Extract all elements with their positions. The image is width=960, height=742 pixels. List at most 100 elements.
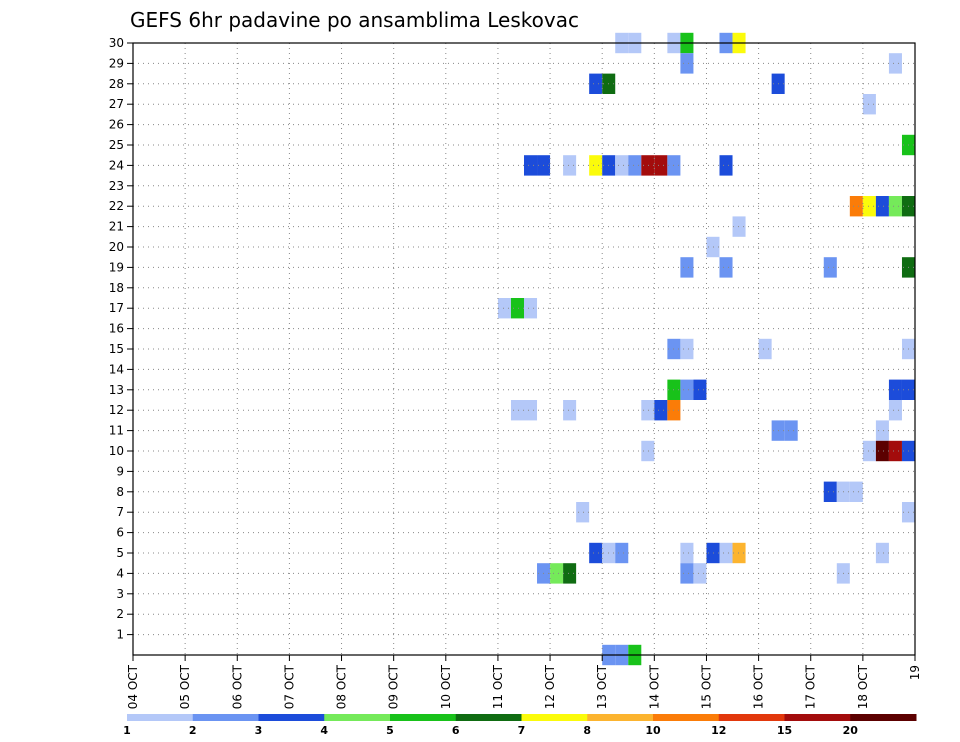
legend-color-swatch [718, 714, 785, 721]
heatmap-cell [589, 542, 603, 564]
heatmap-cell [680, 53, 694, 74]
legend-color-swatch [850, 714, 917, 721]
heatmap-cell [563, 563, 577, 584]
y-tick-label: 18 [109, 281, 124, 295]
legend-label: 1 [123, 724, 131, 737]
heatmap-cell [888, 440, 902, 462]
heatmap-cell [849, 196, 863, 217]
y-tick-label: 16 [109, 322, 124, 336]
x-tick-label: 18 OCT [856, 664, 870, 709]
y-tick-label: 22 [109, 199, 124, 213]
heatmap-cell [706, 542, 720, 564]
color-legend: 1 2 3 4 5 6 7 8 10 12 15 20 [123, 714, 917, 737]
heatmap-cell [875, 440, 889, 462]
legend-label: 15 [777, 724, 792, 737]
heatmap-cell [888, 196, 902, 217]
legend-color-swatch [192, 714, 259, 721]
y-tick-label: 2 [116, 607, 124, 621]
grid-lines [133, 42, 915, 655]
x-tick-label: 11 OCT [491, 664, 505, 709]
heatmap-cell [888, 379, 902, 400]
heatmap-cell [510, 400, 524, 421]
x-tick-label: 13 OCT [595, 664, 609, 709]
legend-color-swatch [127, 714, 194, 721]
heatmap-cell [615, 155, 629, 176]
y-tick-label: 5 [116, 546, 124, 560]
legend-color-swatch [784, 714, 851, 721]
heatmap-cell [680, 379, 694, 400]
heatmap-cell [550, 563, 564, 584]
y-tick-label: 12 [109, 403, 124, 417]
y-tick-label: 29 [109, 56, 124, 70]
heatmap-cell [758, 338, 772, 360]
heatmap-cell [497, 298, 511, 319]
legend-label: 7 [518, 724, 526, 737]
legend-label: 2 [189, 724, 197, 737]
heatmap-cell [719, 542, 733, 564]
y-tick-label: 11 [109, 424, 124, 438]
x-tick-label: 15 OCT [699, 664, 713, 709]
y-tick-label: 4 [116, 566, 124, 580]
heatmap-cell [680, 257, 694, 278]
x-tick-label: 06 OCT [230, 664, 244, 709]
heatmap-cell [823, 257, 837, 278]
y-tick-label: 3 [116, 587, 124, 601]
heatmap-cell [641, 155, 655, 176]
x-tick-label: 10 OCT [439, 664, 453, 709]
x-tick-label: 05 OCT [178, 664, 192, 709]
heatmap-cell [732, 542, 746, 564]
heatmap-cell [576, 502, 590, 523]
y-tick-label: 14 [109, 362, 124, 376]
x-tick-label: 16 OCT [752, 664, 766, 709]
heatmap-cell [719, 257, 733, 278]
legend-label: 8 [583, 724, 591, 737]
heatmap-cell [693, 379, 707, 400]
heatmap-cell [680, 338, 694, 360]
heatmap-cell [524, 155, 538, 176]
legend-label: 5 [386, 724, 394, 737]
x-tick-label: 04 OCT [126, 664, 140, 709]
y-tick-label: 13 [109, 383, 124, 397]
heatmap-cell [589, 155, 603, 176]
heatmap-cell [680, 563, 694, 584]
heatmap-cell [641, 440, 655, 462]
heatmap-cell [888, 400, 902, 421]
heatmap-cell [563, 155, 577, 176]
legend-label: 10 [645, 724, 661, 737]
heatmap-cell [693, 563, 707, 584]
legend-label: 20 [843, 724, 859, 737]
y-tick-label: 20 [109, 240, 124, 254]
x-tick-label: 09 OCT [387, 664, 401, 709]
heatmap-cell [510, 298, 524, 319]
legend-color-swatch [390, 714, 457, 721]
heatmap-cell [875, 420, 889, 441]
heatmap-cell [862, 196, 876, 217]
chart-title: GEFS 6hr padavine po ansamblima Leskovac [130, 8, 579, 32]
legend-color-swatch [521, 714, 588, 721]
y-tick-label: 9 [116, 464, 124, 478]
heatmap-cell [615, 542, 629, 564]
y-tick-label: 28 [109, 77, 124, 91]
heatmap-cell [706, 236, 720, 258]
legend-color-swatch [455, 714, 522, 721]
x-tick-label: 07 OCT [282, 664, 296, 709]
heatmap-cell [823, 481, 837, 502]
heatmap-cell [862, 440, 876, 462]
x-tick-label: 19 [908, 665, 922, 680]
y-tick-label: 6 [116, 526, 124, 540]
x-tick-label: 17 OCT [804, 664, 818, 709]
y-tick-label: 7 [116, 505, 124, 519]
heatmap-cell [524, 298, 538, 319]
heatmap-cell [628, 155, 642, 176]
heatmap-cell [875, 542, 889, 564]
y-axis: 1234567891011121314151617181920212223242… [109, 36, 133, 642]
legend-color-swatch [653, 714, 720, 721]
y-tick-label: 17 [109, 301, 124, 315]
heatmap-cells [497, 32, 915, 666]
legend-label: 3 [255, 724, 263, 737]
legend-label: 4 [320, 724, 328, 737]
y-tick-label: 1 [116, 628, 124, 642]
heatmap-cell [654, 400, 668, 421]
x-tick-label: 08 OCT [335, 664, 349, 709]
